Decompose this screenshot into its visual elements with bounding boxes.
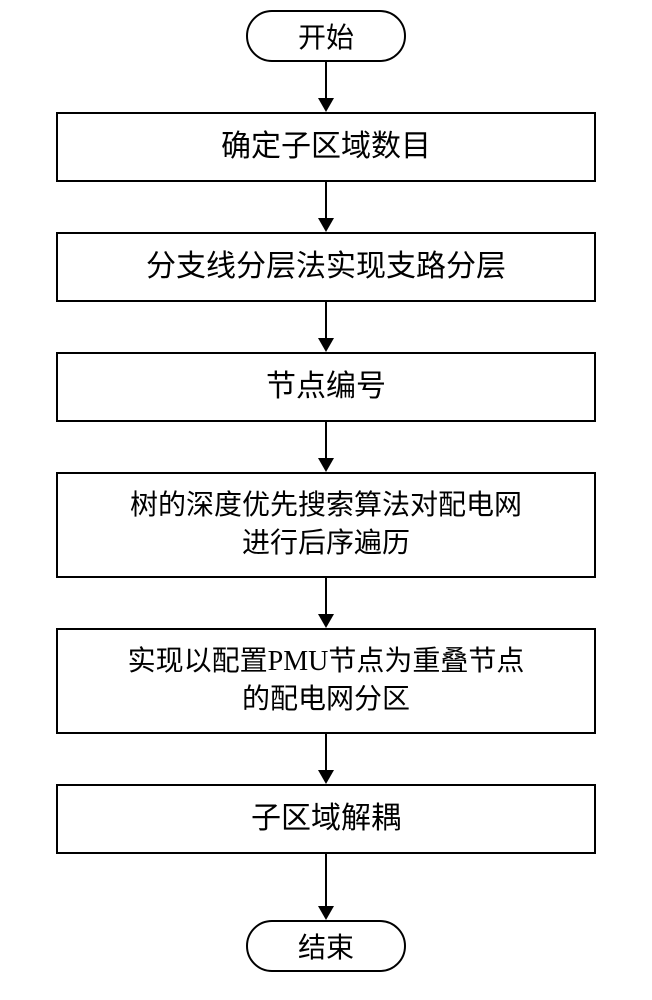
edge-4-head — [318, 614, 334, 628]
end-node: 结束 — [246, 920, 406, 972]
edge-1-head — [318, 218, 334, 232]
step3-label: 节点编号 — [266, 367, 386, 408]
step1-node: 确定子区域数目 — [56, 112, 596, 182]
edge-6-head — [318, 906, 334, 920]
step4-node: 树的深度优先搜索算法对配电网 进行后序遍历 — [56, 472, 596, 578]
end-label: 结束 — [298, 926, 354, 966]
step1-label: 确定子区域数目 — [221, 127, 431, 168]
edge-2-line — [325, 302, 327, 338]
start-label: 开始 — [298, 16, 354, 56]
step6-label: 子区域解耦 — [251, 799, 401, 840]
step5-label: 实现以配置PMU节点为重叠节点 的配电网分区 — [128, 643, 525, 719]
step2-label: 分支线分层法实现支路分层 — [146, 247, 506, 288]
edge-5-head — [318, 770, 334, 784]
edge-1-line — [325, 182, 327, 218]
step5-node: 实现以配置PMU节点为重叠节点 的配电网分区 — [56, 628, 596, 734]
flowchart-canvas: 开始 确定子区域数目 分支线分层法实现支路分层 节点编号 树的深度优先搜索算法对… — [0, 0, 652, 1000]
edge-3-head — [318, 458, 334, 472]
step4-label: 树的深度优先搜索算法对配电网 进行后序遍历 — [130, 487, 522, 563]
start-node: 开始 — [246, 10, 406, 62]
edge-0-line — [325, 62, 327, 98]
edge-5-line — [325, 734, 327, 770]
edge-4-line — [325, 578, 327, 614]
step6-node: 子区域解耦 — [56, 784, 596, 854]
edge-6-line — [325, 854, 327, 906]
step2-node: 分支线分层法实现支路分层 — [56, 232, 596, 302]
edge-0-head — [318, 98, 334, 112]
step3-node: 节点编号 — [56, 352, 596, 422]
edge-3-line — [325, 422, 327, 458]
edge-2-head — [318, 338, 334, 352]
